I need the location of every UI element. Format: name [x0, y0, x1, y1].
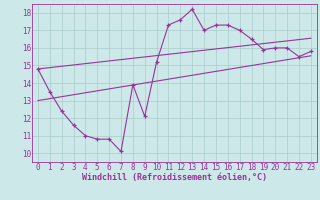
X-axis label: Windchill (Refroidissement éolien,°C): Windchill (Refroidissement éolien,°C)	[82, 173, 267, 182]
